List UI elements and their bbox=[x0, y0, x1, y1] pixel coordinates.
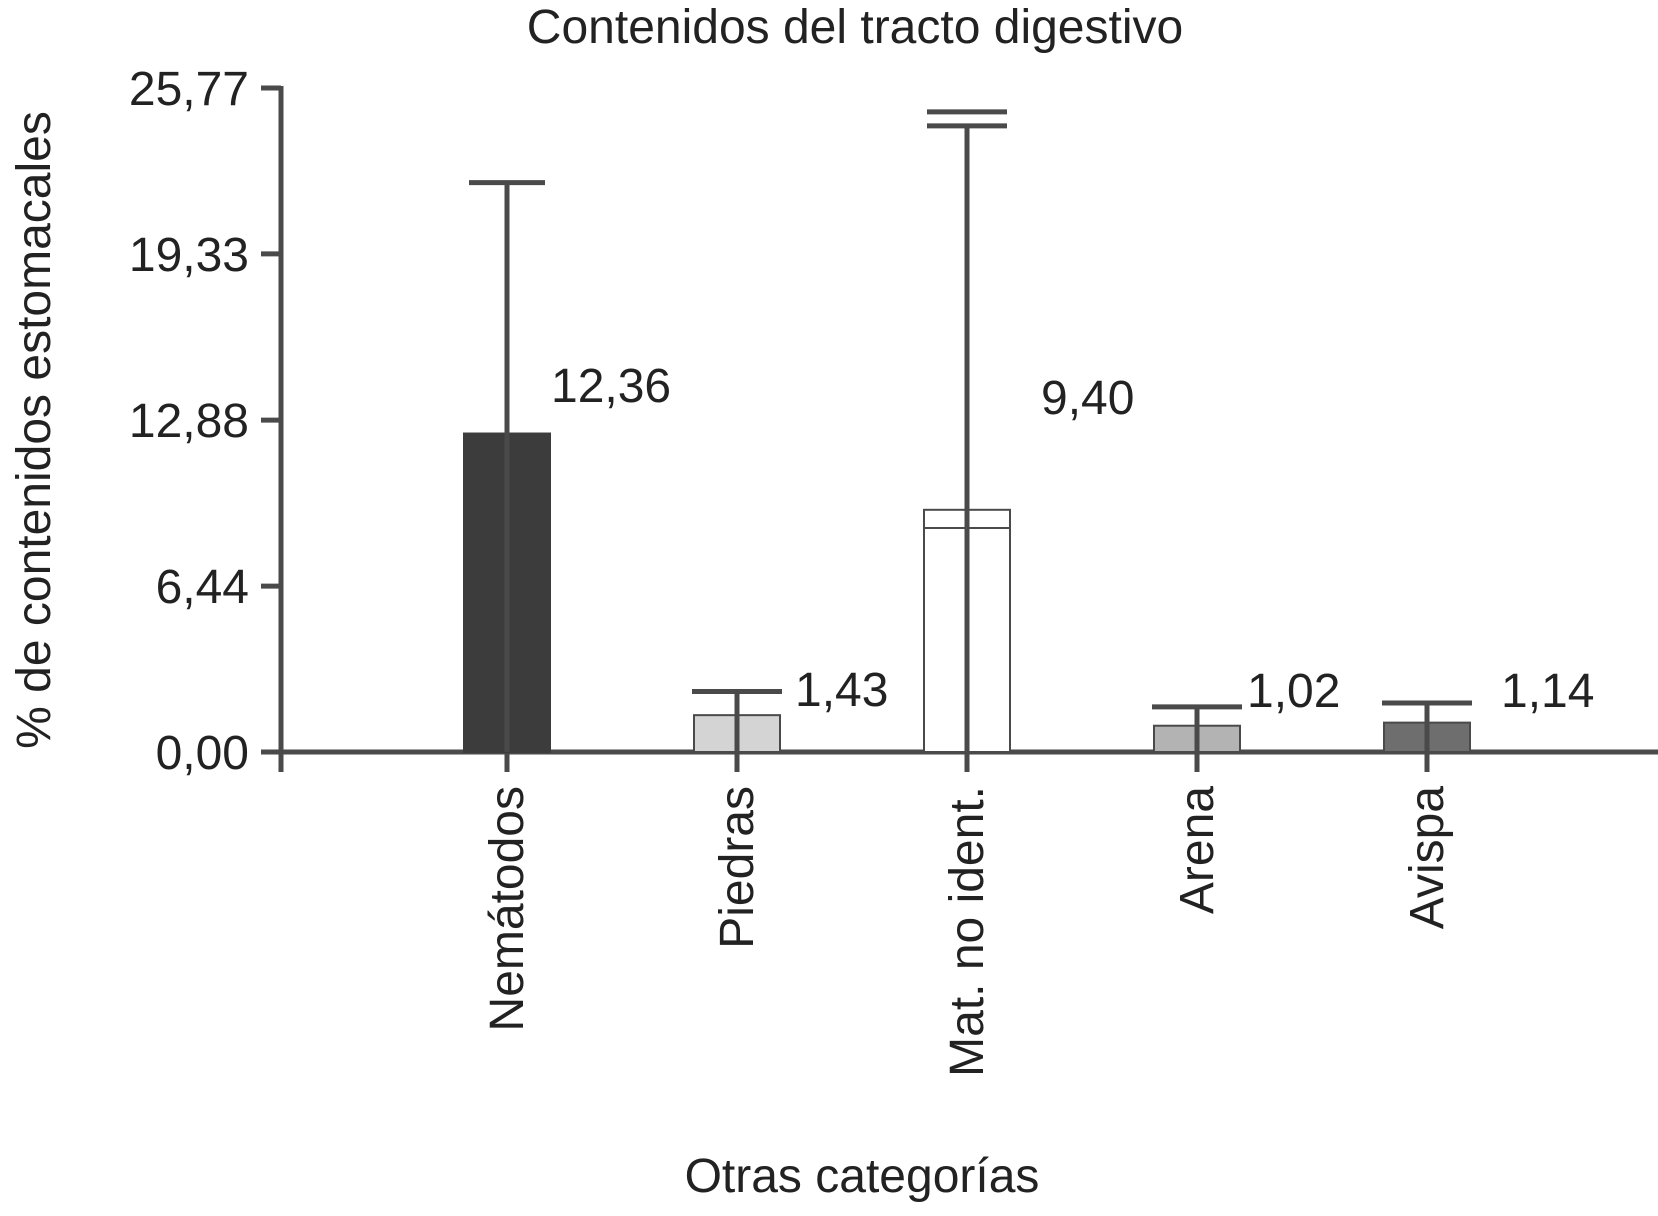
y-tick-label: 19,33 bbox=[129, 229, 249, 282]
x-tick-label: Piedras bbox=[711, 786, 764, 949]
plot-area: 0,00 6,44 12,88 19,33 25,77 12,36 Nemátodos 1,4… bbox=[129, 63, 1658, 1077]
y-tick-label: 25,77 bbox=[129, 63, 249, 116]
y-axis-label: % de contenidos estomacales bbox=[8, 111, 61, 749]
x-axis-label: Otras categorías bbox=[685, 1150, 1040, 1203]
data-label: 1,14 bbox=[1501, 665, 1594, 718]
data-label: 12,36 bbox=[551, 360, 671, 413]
data-label: 1,02 bbox=[1247, 665, 1340, 718]
y-tick-label: 0,00 bbox=[156, 727, 249, 780]
data-label: 9,40 bbox=[1041, 372, 1134, 425]
y-tick-label: 6,44 bbox=[156, 561, 249, 614]
chart-title: Contenidos del tracto digestivo bbox=[527, 1, 1183, 54]
x-tick-label: Nemátodos bbox=[481, 786, 534, 1031]
x-tick-label: Arena bbox=[1171, 786, 1224, 914]
data-label: 1,43 bbox=[795, 664, 888, 717]
y-tick-label: 12,88 bbox=[129, 395, 249, 448]
x-tick-label: Avispa bbox=[1401, 786, 1454, 930]
x-tick-label: Mat. no ident. bbox=[941, 786, 994, 1077]
